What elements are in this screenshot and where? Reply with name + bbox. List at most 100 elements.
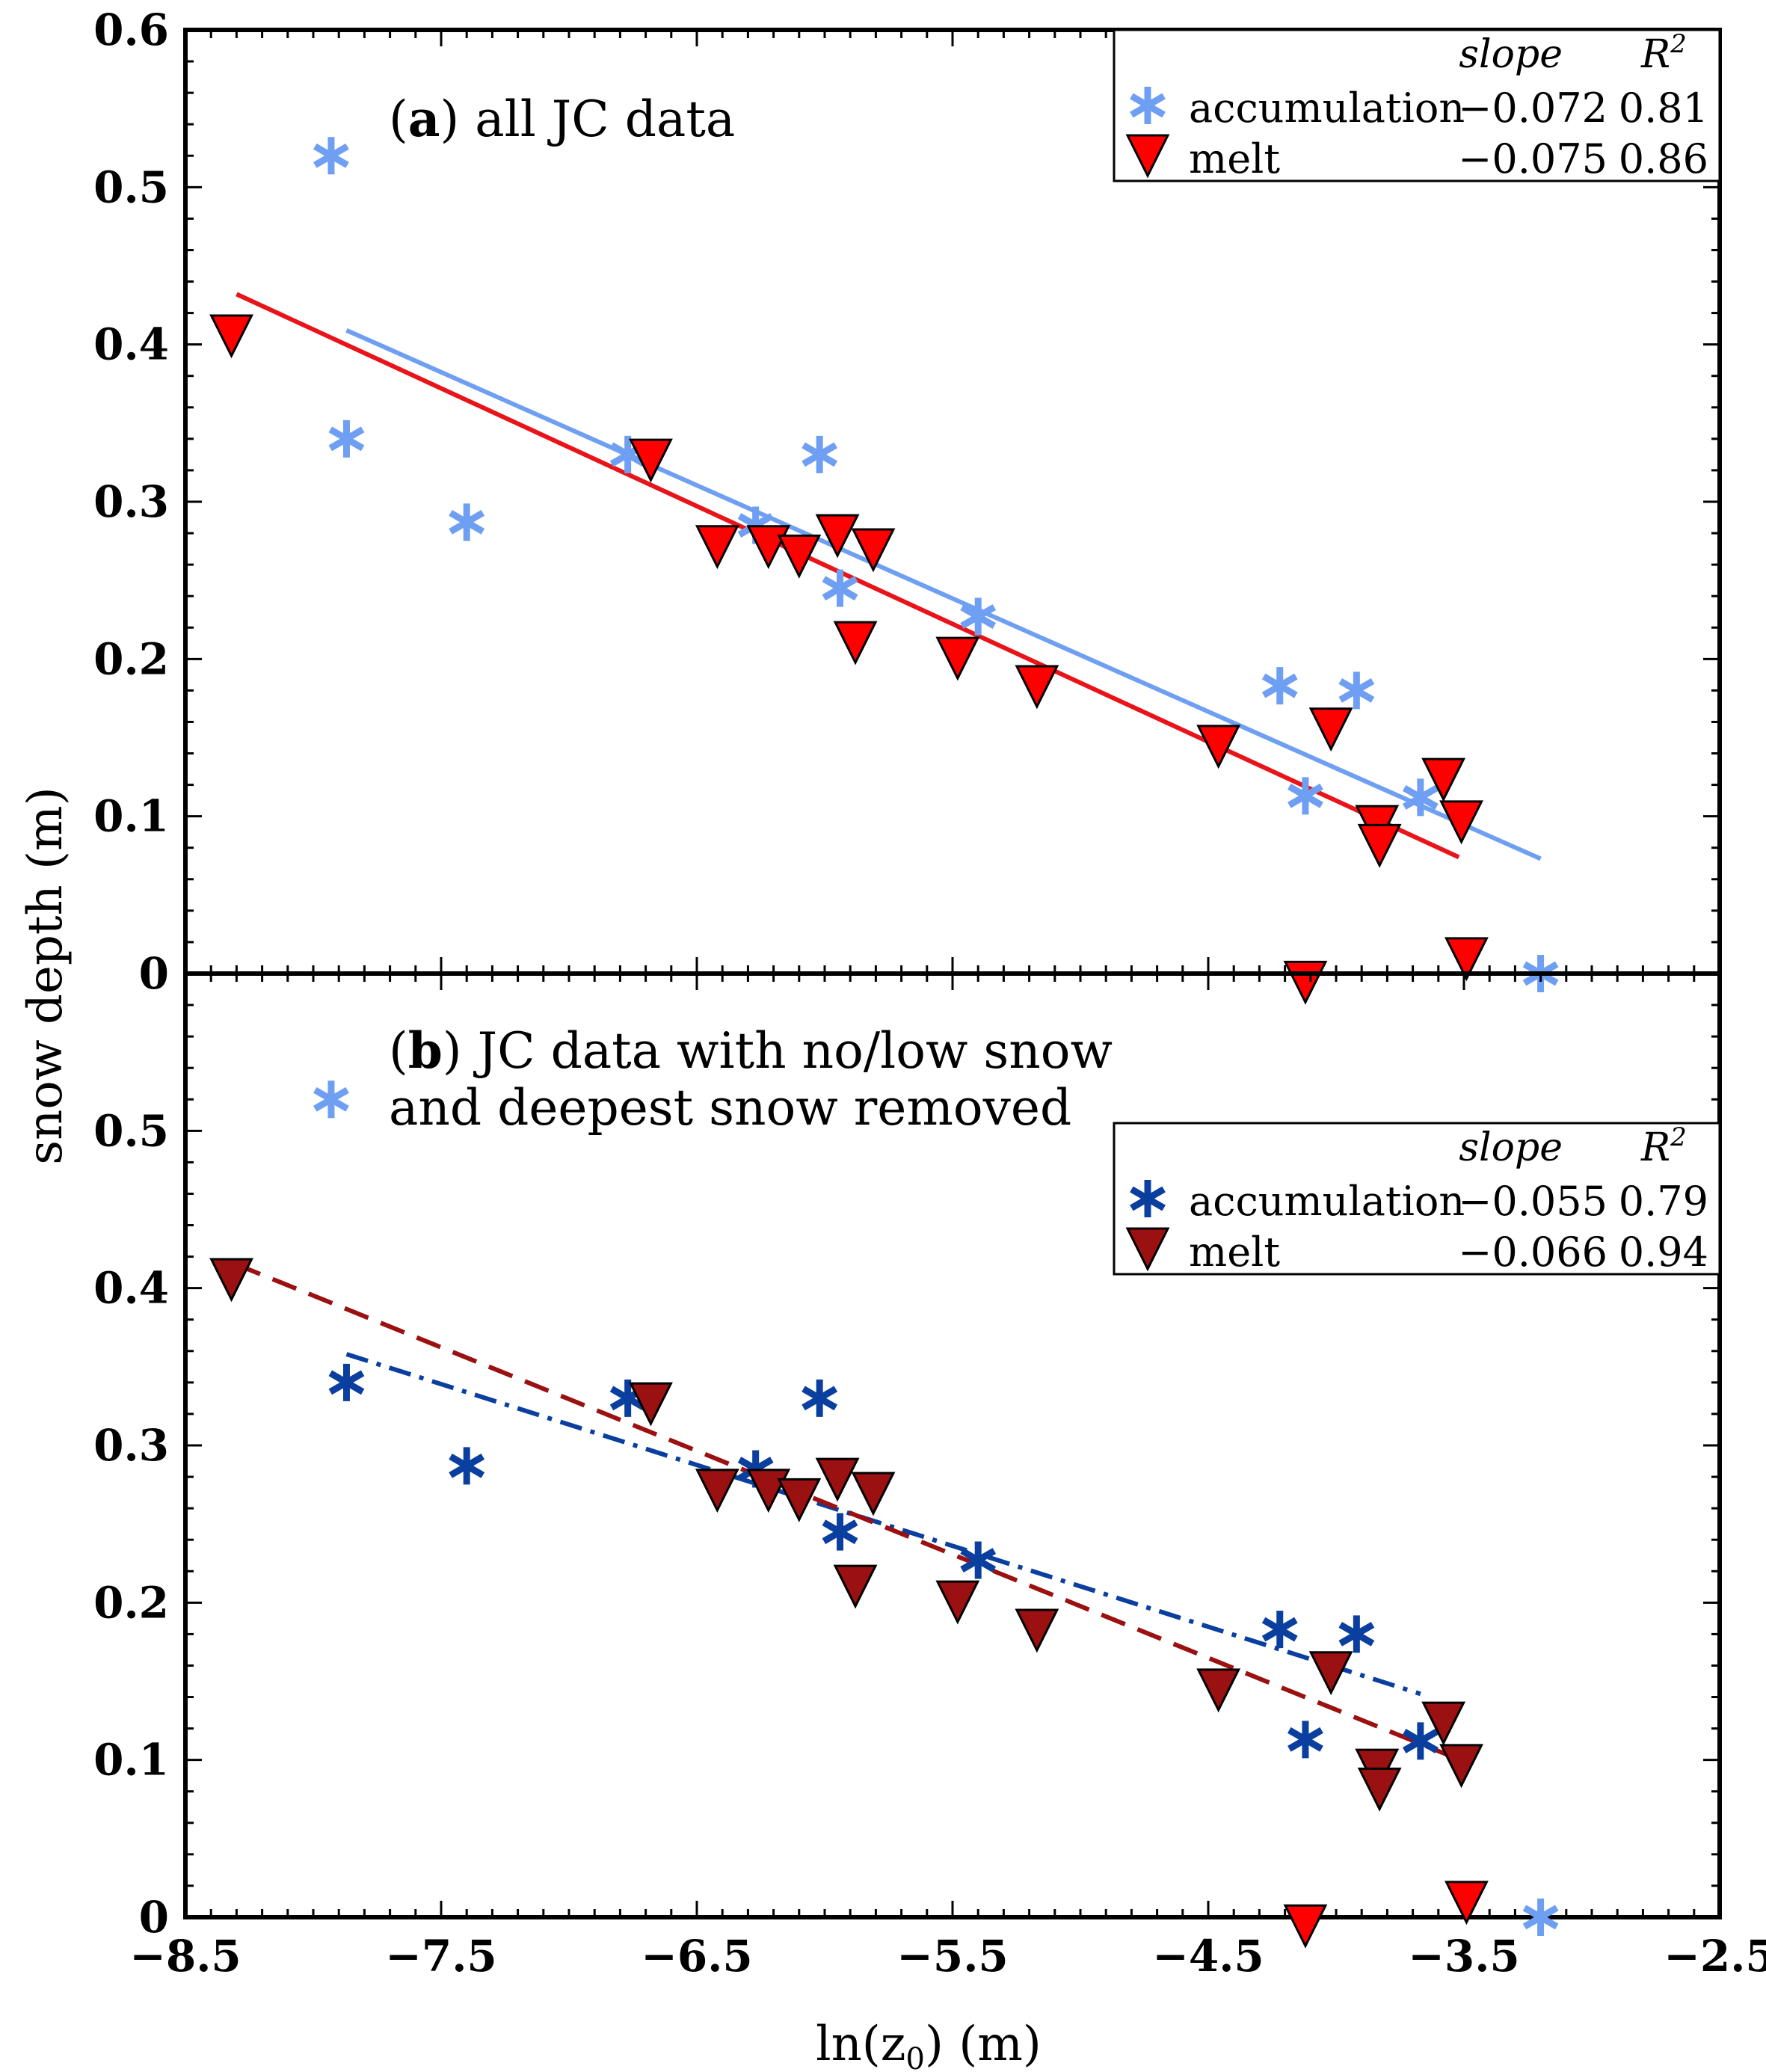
data-point-asterisk [802, 435, 838, 473]
y-tick-label: 0.3 [93, 1420, 169, 1471]
fit-line [345, 1352, 1421, 1697]
data-point-asterisk [1287, 777, 1323, 815]
x-tick-label: −7.5 [385, 1931, 497, 1982]
y-tick-label: 0 [139, 948, 169, 999]
panel-b: 0 0.1 0.2 0.3 0.4 0.5 −8.5 −7.5 −6.5 −5.5 −4.5 −3.5… [93, 971, 1766, 1982]
data-point-triangle [1444, 937, 1489, 982]
y-tick-label: 0.2 [93, 1577, 169, 1628]
data-point-triangle [209, 314, 253, 359]
data-point-triangle [209, 1258, 253, 1303]
data-point-triangle [629, 1382, 673, 1427]
legend-marker-asterisk [1130, 87, 1166, 124]
data-point-asterisk [960, 597, 997, 636]
data-point-asterisk [449, 1447, 485, 1485]
legend-label: accumulation [1189, 1178, 1465, 1225]
y-axis-title: snow depth (m) [18, 787, 73, 1164]
fit-line [236, 1262, 1450, 1758]
y-tick-label: 0.2 [93, 633, 169, 684]
y-tick-label: 0.5 [93, 162, 169, 212]
data-point-asterisk [449, 503, 485, 541]
legend-box [1113, 1122, 1721, 1276]
data-point-triangle [777, 1478, 822, 1522]
x-tick-label: −5.5 [896, 1931, 1009, 1982]
y-tick-label: 0.6 [93, 4, 169, 55]
y-tick-label: 0.5 [93, 1105, 169, 1156]
data-point-asterisk [313, 137, 349, 175]
data-point-triangle [833, 621, 878, 665]
x-tick-label: −4.5 [1152, 1931, 1264, 1982]
data-point-triangle [815, 514, 860, 559]
y-tick-label: 0.4 [93, 319, 169, 370]
legend-slope: −0.072 [1458, 84, 1607, 132]
data-point-asterisk [802, 1379, 838, 1417]
data-point-triangle [1283, 1904, 1328, 1949]
data-point-triangle [935, 1580, 980, 1625]
data-point-asterisk [822, 569, 858, 607]
legend-slope: −0.075 [1458, 135, 1607, 182]
data-point-asterisk [960, 1541, 997, 1579]
data-point-asterisk [1261, 1611, 1298, 1649]
data-point-asterisk [1402, 778, 1439, 817]
data-point-triangle [629, 438, 673, 483]
fit-line [345, 328, 1542, 861]
legend-label: melt [1189, 135, 1280, 182]
data-point-asterisk [328, 1363, 365, 1401]
legend-r2: 0.86 [1619, 135, 1708, 182]
panel-title: (b) JC data with no/low snow [389, 1021, 1113, 1080]
data-point-asterisk [1261, 667, 1298, 705]
data-point-asterisk [328, 419, 365, 458]
legend-r2: 0.94 [1619, 1229, 1708, 1276]
panel-title-line2: and deepest snow removed [389, 1079, 1071, 1137]
legend-r2: 0.81 [1619, 84, 1708, 132]
data-point-triangle [1015, 665, 1059, 710]
data-point-triangle [935, 636, 980, 681]
data-point-triangle [1196, 1668, 1241, 1713]
data-point-triangle [1308, 1651, 1353, 1696]
data-point-asterisk [1338, 671, 1375, 710]
x-tick-label: −8.5 [129, 1931, 241, 1982]
legend-box [1113, 28, 1721, 182]
data-point-asterisk [313, 1080, 349, 1119]
data-point-triangle [1439, 1744, 1484, 1789]
y-tick-label: 0.3 [93, 476, 169, 527]
legend-r2: 0.79 [1619, 1178, 1708, 1225]
data-point-triangle [1421, 1701, 1466, 1746]
x-tick-label: −2.5 [1664, 1931, 1766, 1982]
data-point-triangle [815, 1457, 860, 1502]
legend-label: accumulation [1189, 84, 1465, 132]
legend-marker-asterisk [1130, 1180, 1166, 1217]
data-point-asterisk [1402, 1722, 1439, 1760]
data-point-triangle [1421, 757, 1466, 802]
data-point-triangle [1015, 1608, 1059, 1653]
legend-marker-triangle [1125, 134, 1170, 179]
data-point-triangle [851, 1472, 896, 1516]
data-point-asterisk [1338, 1615, 1375, 1653]
y-tick-label: 0.1 [93, 1735, 169, 1786]
data-point-triangle [1283, 960, 1328, 1005]
y-tick-label: 0.4 [93, 1263, 169, 1314]
x-tick-label: −3.5 [1408, 1931, 1520, 1982]
data-point-asterisk [1522, 1899, 1559, 1936]
data-point-triangle [833, 1564, 878, 1609]
legend-slope: −0.066 [1458, 1229, 1607, 1276]
data-point-asterisk [1287, 1721, 1323, 1759]
data-point-triangle [1357, 1767, 1402, 1812]
data-point-triangle [851, 528, 896, 573]
y-tick-label: 0 [139, 1892, 169, 1943]
legend-slope-header: slope [1459, 1125, 1563, 1170]
x-axis-title: ln(z0) (m) [816, 2017, 1042, 2072]
data-point-triangle [1357, 823, 1402, 868]
data-point-triangle [1308, 707, 1353, 752]
panel-title: (a) all JC data [389, 90, 735, 148]
data-point-triangle [1196, 725, 1241, 769]
fit-line [236, 292, 1460, 860]
data-point-triangle [1439, 800, 1484, 845]
legend-slope-header: slope [1459, 32, 1563, 77]
data-point-triangle [695, 525, 739, 570]
x-axis-title-sub: 0 [905, 2042, 924, 2072]
data-point-triangle [1444, 1881, 1489, 1925]
legend-slope: −0.055 [1458, 1178, 1607, 1225]
